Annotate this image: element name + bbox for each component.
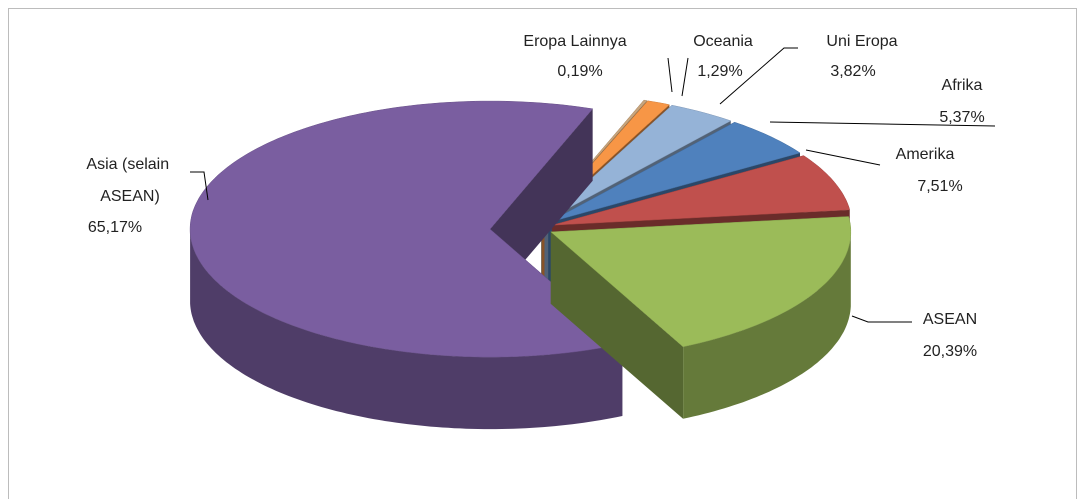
slice-side	[190, 229, 623, 430]
leader-line	[667, 57, 673, 93]
leader-line	[851, 315, 912, 323]
leader-line	[719, 47, 798, 105]
slice	[544, 104, 732, 222]
slice-label: Afrika	[942, 77, 983, 94]
value-label: 1,29%	[697, 63, 742, 80]
slice	[189, 100, 623, 358]
leader-line	[805, 149, 881, 166]
leader-line	[681, 57, 689, 97]
slice-label: Uni Eropa	[826, 33, 897, 50]
value-label: 0,19%	[557, 63, 602, 80]
slice-label: Oceania	[693, 33, 753, 50]
value-label: 65,17%	[88, 219, 142, 236]
slice-label: ASEAN	[923, 311, 977, 328]
slice-side	[683, 231, 851, 419]
leader-line	[769, 121, 996, 127]
value-label: 5,37%	[939, 109, 984, 126]
leader-line	[190, 171, 209, 201]
slice-label-line: Asia (selain	[86, 156, 173, 173]
slice	[548, 121, 801, 223]
slice	[550, 216, 852, 348]
pie	[189, 99, 852, 430]
value-label: 3,82%	[830, 63, 875, 80]
slice-label-line: ASEAN)	[100, 188, 160, 205]
slice-label: Eropa Lainnya	[523, 33, 626, 50]
slice	[551, 155, 851, 226]
value-label: 7,51%	[917, 178, 962, 195]
slice-label: Amerika	[896, 146, 955, 163]
value-label: 20,39%	[923, 343, 977, 360]
slice-wall	[550, 231, 684, 419]
slice-label: Asia (selain ASEAN)	[86, 156, 173, 205]
